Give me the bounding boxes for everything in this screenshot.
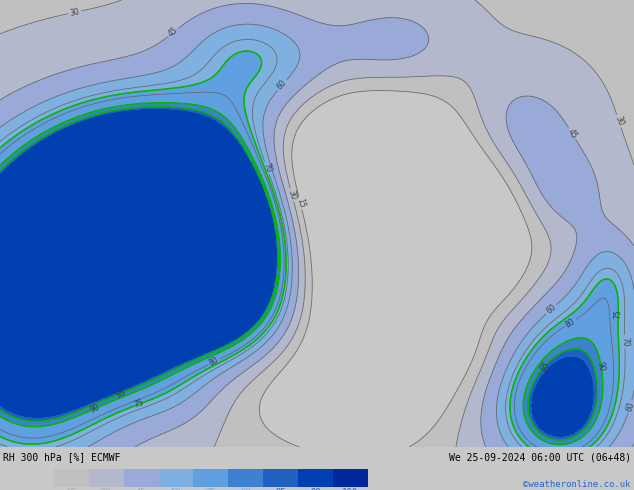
Text: 60: 60 — [545, 302, 558, 316]
Text: 90: 90 — [89, 402, 101, 415]
Text: 30: 30 — [101, 488, 112, 490]
Text: 75: 75 — [205, 488, 216, 490]
Bar — [158, 469, 193, 487]
Text: 95: 95 — [115, 388, 127, 399]
Text: ©weatheronline.co.uk: ©weatheronline.co.uk — [523, 480, 631, 489]
Text: We 25-09-2024 06:00 UTC (06+48): We 25-09-2024 06:00 UTC (06+48) — [449, 452, 631, 462]
Text: 90: 90 — [596, 361, 607, 372]
Bar — [228, 469, 263, 487]
Text: 45: 45 — [167, 26, 180, 39]
Text: 75: 75 — [614, 309, 623, 318]
Text: 70: 70 — [620, 337, 630, 346]
Text: 95: 95 — [538, 360, 551, 373]
Bar — [298, 469, 333, 487]
Text: 30: 30 — [613, 115, 624, 127]
Text: 80: 80 — [564, 317, 577, 329]
Text: 45: 45 — [566, 127, 578, 140]
Text: 15: 15 — [295, 197, 306, 209]
Text: 15: 15 — [66, 488, 77, 490]
Bar — [193, 469, 228, 487]
Bar — [333, 469, 368, 487]
Bar — [124, 469, 158, 487]
Bar — [263, 469, 298, 487]
Text: 99: 99 — [310, 488, 321, 490]
Text: 60: 60 — [171, 488, 181, 490]
Text: 30: 30 — [69, 7, 81, 18]
Bar — [89, 469, 124, 487]
Text: 95: 95 — [275, 488, 286, 490]
Text: 75: 75 — [133, 398, 145, 410]
Text: 90: 90 — [240, 488, 251, 490]
Text: 80: 80 — [208, 356, 221, 368]
Text: 70: 70 — [261, 162, 273, 174]
Text: 30: 30 — [287, 189, 297, 201]
Text: 60: 60 — [624, 401, 634, 413]
Text: 100: 100 — [342, 488, 358, 490]
Text: 45: 45 — [136, 488, 146, 490]
Text: 60: 60 — [276, 78, 288, 92]
Text: RH 300 hPa [%] ECMWF: RH 300 hPa [%] ECMWF — [3, 452, 120, 462]
Bar — [54, 469, 89, 487]
